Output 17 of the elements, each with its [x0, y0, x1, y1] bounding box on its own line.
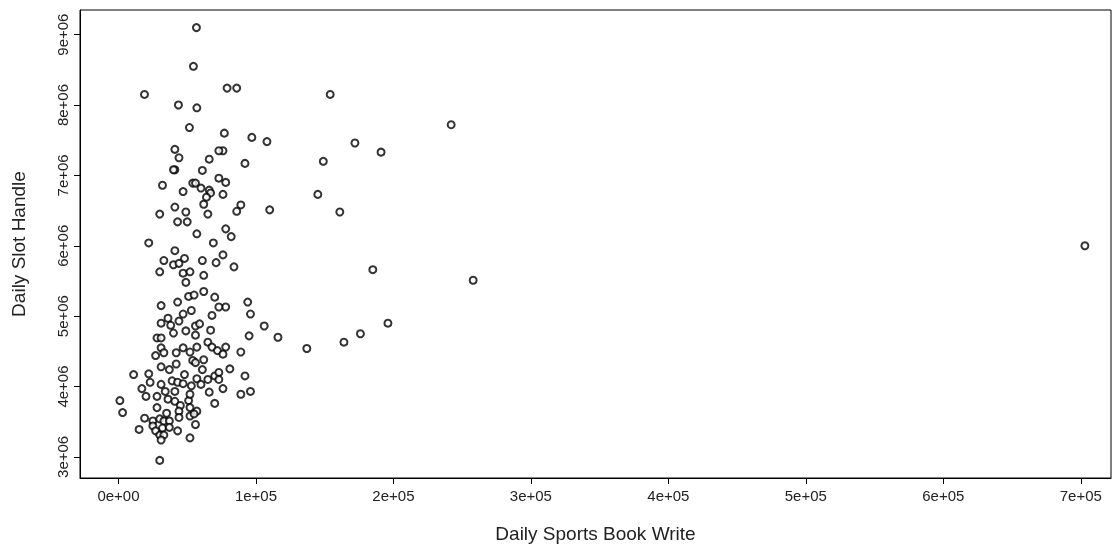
y-tick-label: 9e+06: [54, 13, 71, 56]
y-tick-label: 8e+06: [54, 83, 71, 127]
y-tick-label: 3e+06: [54, 435, 71, 478]
x-tick-label: 0e+00: [97, 487, 140, 504]
x-tick-label: 6e+05: [922, 487, 965, 504]
x-axis-title: Daily Sports Book Write: [495, 523, 696, 544]
x-tick-label: 2e+05: [372, 487, 415, 504]
y-tick-label: 7e+06: [54, 154, 71, 197]
y-tick-label: 6e+06: [54, 224, 71, 267]
y-axis-title: Daily Slot Handle: [8, 171, 29, 317]
y-tick-label: 4e+06: [54, 365, 71, 408]
x-tick-label: 1e+05: [234, 487, 278, 504]
x-tick-label: 4e+05: [647, 487, 690, 504]
x-tick-label: 7e+05: [1059, 487, 1102, 504]
x-tick-label: 5e+05: [784, 487, 827, 504]
x-tick-label: 3e+05: [509, 487, 552, 504]
y-tick-label: 5e+06: [54, 295, 71, 338]
